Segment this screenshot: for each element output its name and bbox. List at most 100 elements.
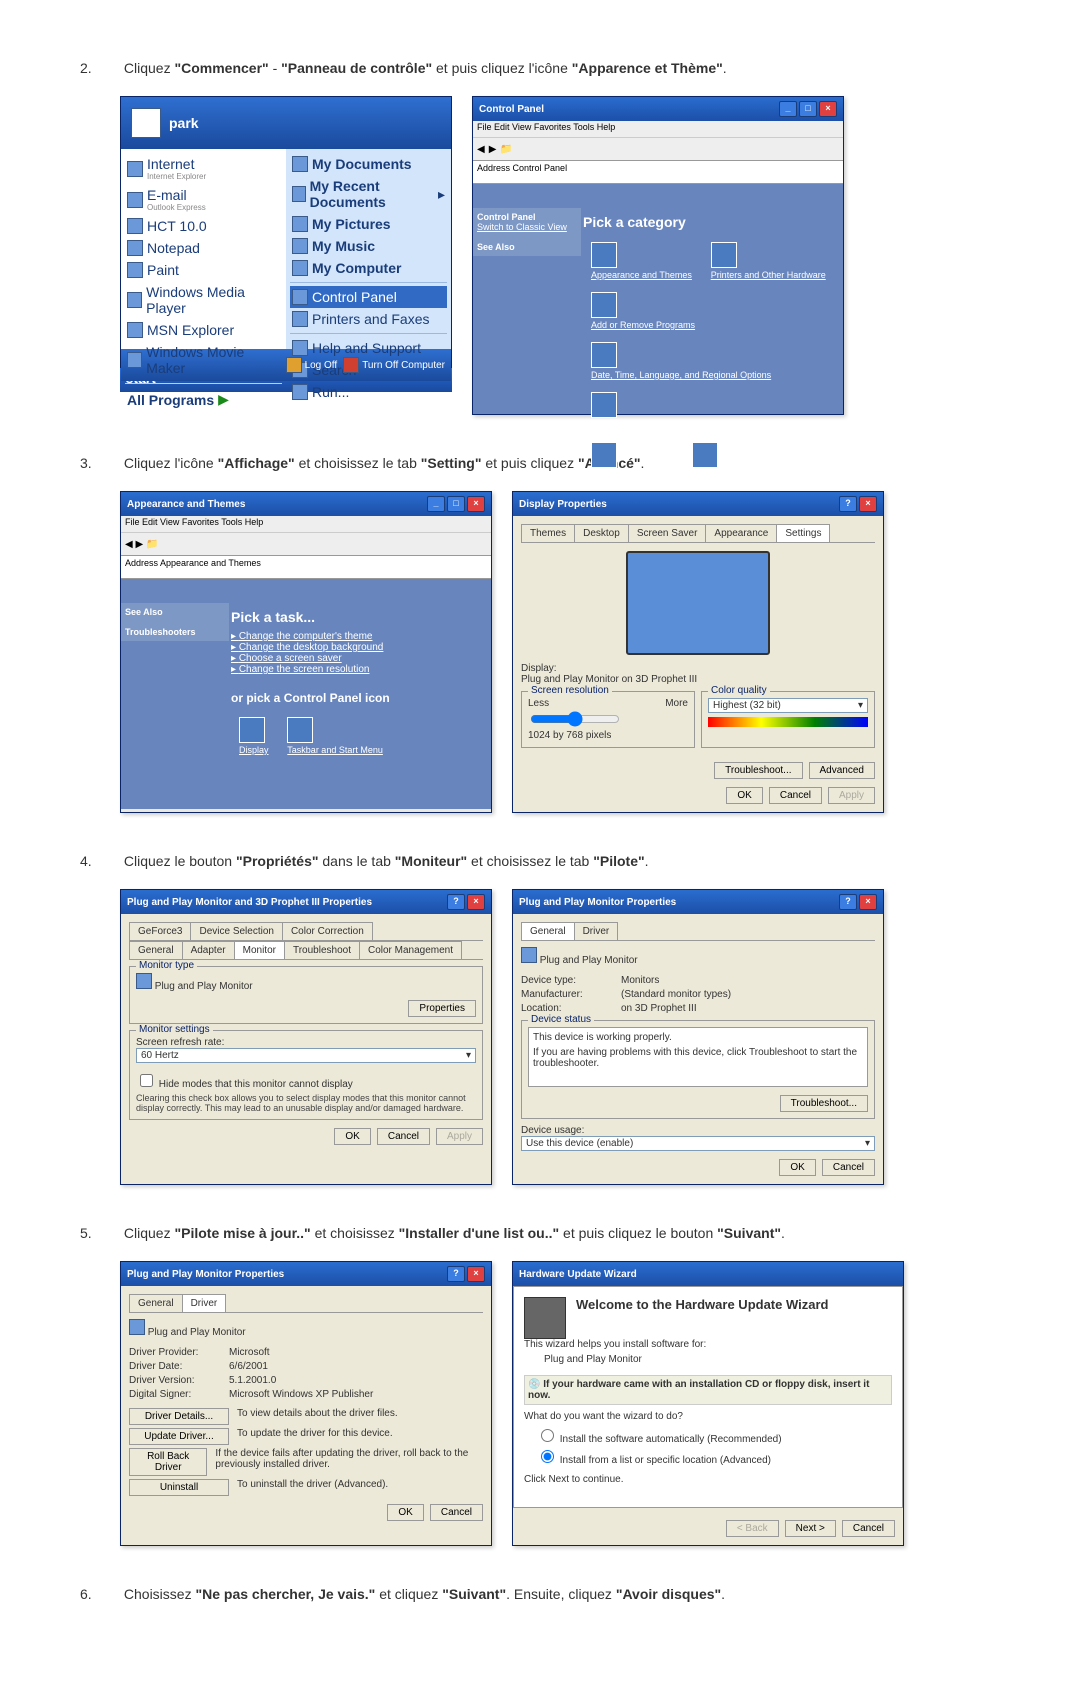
app-menubar[interactable]: File Edit View Favorites Tools Help — [121, 516, 491, 533]
help-button[interactable]: ? — [447, 1266, 465, 1282]
cp-address[interactable]: Address Control Panel — [473, 161, 843, 184]
troubleshoot-button[interactable]: Troubleshoot... — [780, 1095, 868, 1112]
app-toolbar[interactable]: ◀ ▶ 📁 — [121, 533, 491, 556]
wizard-opt-auto[interactable] — [541, 1429, 554, 1442]
sm-email[interactable]: E-mailOutlook Express — [125, 184, 282, 215]
update-driver-button[interactable]: Update Driver... — [129, 1428, 229, 1445]
tab-driver[interactable]: Driver — [182, 1294, 227, 1312]
close-button[interactable]: × — [859, 894, 877, 910]
sm-controlpanel[interactable]: Control Panel — [290, 286, 447, 308]
ok-button[interactable]: OK — [779, 1159, 815, 1176]
close-button[interactable]: × — [819, 101, 837, 117]
rollback-button[interactable]: Roll Back Driver — [129, 1448, 207, 1476]
cat-appearance[interactable]: Appearance and Themes — [591, 242, 692, 280]
cp-toolbar[interactable]: ◀ ▶📁 — [473, 138, 843, 161]
min-button[interactable]: _ — [427, 496, 445, 512]
tab-settings[interactable]: Settings — [776, 524, 830, 542]
cat-access[interactable]: Accessibility Options — [591, 442, 674, 480]
cat-perf[interactable]: Performance and Maintenance — [692, 442, 815, 480]
troubleshoot-button[interactable]: Troubleshoot... — [714, 762, 802, 779]
cancel-button[interactable]: Cancel — [822, 1159, 875, 1176]
ok-button[interactable]: OK — [334, 1128, 370, 1145]
close-button[interactable]: × — [467, 894, 485, 910]
sm-computer[interactable]: My Computer — [290, 257, 447, 279]
sm-internet[interactable]: InternetInternet Explorer — [125, 153, 282, 184]
icon-display[interactable]: Display — [239, 717, 269, 755]
tab-general[interactable]: General — [129, 1294, 183, 1312]
sm-wmp[interactable]: Windows Media Player — [125, 281, 282, 319]
ok-button[interactable]: OK — [387, 1504, 423, 1521]
properties-button[interactable]: Properties — [408, 1000, 476, 1017]
sm-printers[interactable]: Printers and Faxes — [290, 308, 447, 330]
task-res[interactable]: ▸ Change the screen resolution — [231, 664, 491, 675]
min-button[interactable]: _ — [779, 101, 797, 117]
tab-general[interactable]: General — [521, 922, 575, 940]
task-theme[interactable]: ▸ Change the computer's theme — [231, 631, 491, 642]
cancel-button[interactable]: Cancel — [842, 1520, 895, 1537]
refresh-select[interactable]: 60 Hertz▾ — [136, 1048, 476, 1063]
tab-adapter[interactable]: Adapter — [182, 941, 235, 959]
sm-help[interactable]: Help and Support — [290, 337, 447, 359]
tab-general[interactable]: General — [129, 941, 183, 959]
close-button[interactable]: × — [467, 496, 485, 512]
help-button[interactable]: ? — [839, 496, 857, 512]
tab-appearance[interactable]: Appearance — [705, 524, 777, 542]
cancel-button[interactable]: Cancel — [377, 1128, 430, 1145]
sm-wmm[interactable]: Windows Movie Maker — [125, 341, 282, 379]
sm-msn[interactable]: MSN Explorer — [125, 319, 282, 341]
app-address[interactable]: Address Appearance and Themes — [121, 556, 491, 579]
wizard-opt-list[interactable] — [541, 1450, 554, 1463]
task-ss[interactable]: ▸ Choose a screen saver — [231, 653, 491, 664]
fwd-icon[interactable]: ▶ — [489, 144, 497, 155]
help-button[interactable]: ? — [447, 894, 465, 910]
tab-devsel[interactable]: Device Selection — [190, 922, 282, 940]
cat-addremove[interactable]: Add or Remove Programs — [591, 292, 695, 330]
advanced-button[interactable]: Advanced — [809, 762, 875, 779]
sm-allprograms[interactable]: All Programs ▶ — [125, 388, 282, 411]
close-button[interactable]: × — [859, 496, 877, 512]
uninstall-button[interactable]: Uninstall — [129, 1479, 229, 1496]
cancel-button[interactable]: Cancel — [769, 787, 822, 804]
turnoff-button[interactable]: Turn Off Computer — [343, 357, 445, 373]
tab-monitor[interactable]: Monitor — [234, 941, 285, 959]
sm-music[interactable]: My Music — [290, 235, 447, 257]
max-button[interactable]: □ — [447, 496, 465, 512]
sm-paint[interactable]: Paint — [125, 259, 282, 281]
folder-icon[interactable]: 📁 — [500, 144, 512, 155]
sm-pictures[interactable]: My Pictures — [290, 213, 447, 235]
tab-colorcorr[interactable]: Color Correction — [282, 922, 373, 940]
cat-printers[interactable]: Printers and Other Hardware — [711, 242, 826, 280]
close-button[interactable]: × — [467, 1266, 485, 1282]
res-slider[interactable] — [530, 711, 620, 727]
cat-sounds[interactable]: Sounds, Speech, and Audio Devices — [591, 392, 737, 430]
tab-driver[interactable]: Driver — [574, 922, 619, 940]
sm-hct[interactable]: HCT 10.0 — [125, 215, 282, 237]
task-bg[interactable]: ▸ Change the desktop background — [231, 642, 491, 653]
apply-button[interactable]: Apply — [828, 787, 875, 804]
cancel-button[interactable]: Cancel — [430, 1504, 483, 1521]
tab-colormgmt[interactable]: Color Management — [359, 941, 462, 959]
classic-view-link[interactable]: Switch to Classic View — [477, 222, 567, 232]
max-button[interactable]: □ — [799, 101, 817, 117]
sm-mydocs[interactable]: My Documents — [290, 153, 447, 175]
sm-recent[interactable]: My Recent Documents ▸ — [290, 175, 447, 213]
logoff-button[interactable]: Log Off — [286, 357, 338, 373]
driver-details-button[interactable]: Driver Details... — [129, 1408, 229, 1425]
tab-themes[interactable]: Themes — [521, 524, 575, 542]
back-button[interactable]: < Back — [726, 1520, 779, 1537]
tab-desktop[interactable]: Desktop — [574, 524, 629, 542]
apply-button[interactable]: Apply — [436, 1128, 483, 1145]
cp-menubar[interactable]: File Edit View Favorites Tools Help — [473, 121, 843, 138]
tab-geforce[interactable]: GeForce3 — [129, 922, 191, 940]
sm-notepad[interactable]: Notepad — [125, 237, 282, 259]
quality-select[interactable]: Highest (32 bit)▾ — [708, 698, 868, 713]
next-button[interactable]: Next > — [785, 1520, 836, 1537]
ok-button[interactable]: OK — [726, 787, 762, 804]
tab-troubleshoot[interactable]: Troubleshoot — [284, 941, 360, 959]
sm-run[interactable]: Run... — [290, 381, 447, 403]
icon-taskbar[interactable]: Taskbar and Start Menu — [287, 717, 383, 755]
tab-screensaver[interactable]: Screen Saver — [628, 524, 707, 542]
hide-modes-checkbox[interactable] — [140, 1074, 153, 1087]
back-icon[interactable]: ◀ — [477, 144, 485, 155]
help-button[interactable]: ? — [839, 894, 857, 910]
